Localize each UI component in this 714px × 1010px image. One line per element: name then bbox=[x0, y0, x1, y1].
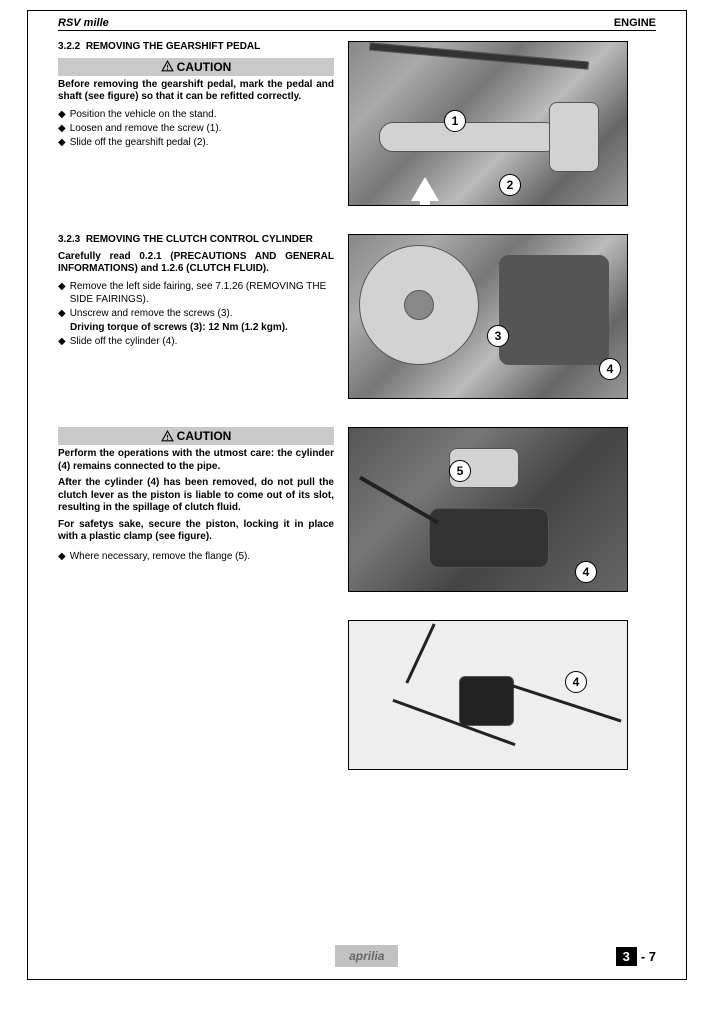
page-frame: RSV mille ENGINE 3.2.2 REMOVING THE GEAR… bbox=[27, 10, 687, 980]
torque-spec: Driving torque of screws (3): 12 Nm (1.2… bbox=[70, 322, 334, 333]
page-footer: aprilia 3 - 7 bbox=[58, 945, 656, 967]
bullet-marker: ◆ bbox=[58, 122, 66, 135]
bullet-marker: ◆ bbox=[58, 136, 66, 149]
section-title: 3.2.2 REMOVING THE GEARSHIFT PEDAL bbox=[58, 41, 334, 54]
caution-banner: CAUTION bbox=[58, 427, 334, 445]
callout-1: 1 bbox=[444, 110, 466, 132]
bullet-item: ◆Slide off the cylinder (4). bbox=[58, 335, 334, 348]
caution-label: CAUTION bbox=[177, 60, 232, 74]
section-gearshift: 3.2.2 REMOVING THE GEARSHIFT PEDAL CAUTI… bbox=[58, 41, 656, 206]
callout-4: 4 bbox=[599, 358, 621, 380]
caution-para: For safetys sake, secure the piston, loc… bbox=[58, 519, 334, 544]
bullet-marker: ◆ bbox=[58, 550, 66, 563]
caution-para: After the cylinder (4) has been removed,… bbox=[58, 477, 334, 515]
caution-banner: CAUTION bbox=[58, 58, 334, 76]
callout-5: 5 bbox=[449, 460, 471, 482]
page-header: RSV mille ENGINE bbox=[58, 17, 656, 31]
header-section: ENGINE bbox=[614, 17, 656, 29]
caution-text: Before removing the gearshift pedal, mar… bbox=[58, 79, 334, 104]
figure-clutch-cover: 3 4 bbox=[348, 234, 628, 399]
callout-4: 4 bbox=[575, 561, 597, 583]
bullet-item: ◆Loosen and remove the screw (1). bbox=[58, 122, 334, 135]
section-title: 3.2.3 REMOVING THE CLUTCH CONTROL CYLIND… bbox=[58, 234, 334, 247]
page-number: 3 - 7 bbox=[616, 947, 656, 966]
caution-label: CAUTION bbox=[177, 429, 232, 443]
bullet-item: ◆Where necessary, remove the flange (5). bbox=[58, 550, 334, 563]
section-clutch: 3.2.3 REMOVING THE CLUTCH CONTROL CYLIND… bbox=[58, 234, 656, 399]
figure-gearshift: 1 2 bbox=[348, 41, 628, 206]
figure-flange: 4 bbox=[348, 620, 628, 770]
lead-text: Carefully read 0.2.1 (PRECAUTIONS AND GE… bbox=[58, 251, 334, 276]
bullet-item: ◆Remove the left side fairing, see 7.1.2… bbox=[58, 280, 334, 306]
header-model: RSV mille bbox=[58, 17, 109, 29]
caution-para: Perform the operations with the utmost c… bbox=[58, 448, 334, 473]
bullet-item: ◆Slide off the gearshift pedal (2). bbox=[58, 136, 334, 149]
bullet-item: ◆Position the vehicle on the stand. bbox=[58, 108, 334, 121]
section-caution-cylinder: CAUTION Perform the operations with the … bbox=[58, 427, 656, 592]
bullet-marker: ◆ bbox=[58, 108, 66, 121]
bullet-marker: ◆ bbox=[58, 280, 66, 306]
arrow-icon bbox=[411, 177, 439, 201]
figure-cylinder-removal: 5 4 bbox=[348, 427, 628, 592]
warning-icon bbox=[161, 430, 174, 443]
bullet-marker: ◆ bbox=[58, 307, 66, 320]
brand-badge: aprilia bbox=[335, 945, 398, 967]
warning-icon bbox=[161, 60, 174, 73]
bullet-marker: ◆ bbox=[58, 335, 66, 348]
bullet-item: ◆Unscrew and remove the screws (3). bbox=[58, 307, 334, 320]
callout-2: 2 bbox=[499, 174, 521, 196]
section-flange: 4 bbox=[58, 620, 656, 770]
callout-3: 3 bbox=[487, 325, 509, 347]
callout-4: 4 bbox=[565, 671, 587, 693]
